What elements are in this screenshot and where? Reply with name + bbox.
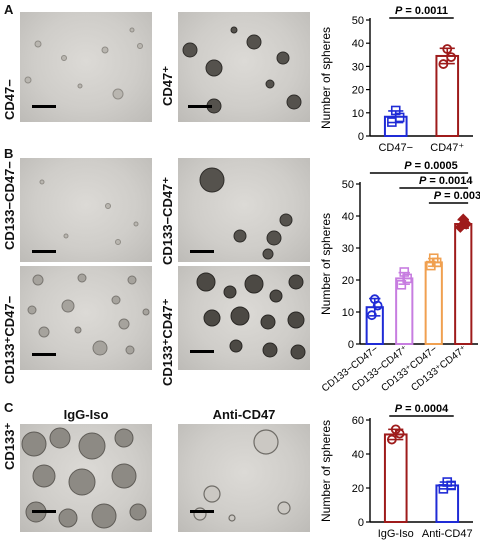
scale-bar	[32, 105, 56, 108]
x-tick-label: Anti-CD47	[422, 528, 473, 540]
y-tick-label: 40	[352, 38, 364, 50]
panel-label-b: B	[4, 146, 14, 161]
image-label-cd133-pos-cd47-pos: CD133⁺CD47⁺	[160, 298, 175, 386]
y-tick-label: 0	[348, 339, 354, 351]
spheres-drawing	[196, 272, 306, 360]
chart-panel-a: 0 10 20 30 40 50 Number of spheres CD47− CD47⁺ P …	[319, 5, 473, 154]
image-label-cd133-neg-cd47-neg: CD133−CD47−	[2, 161, 17, 250]
micrograph-cd133-pos-cd47-pos	[178, 266, 310, 370]
data-point	[386, 434, 397, 445]
image-label-cd47-pos: CD47⁺	[160, 65, 175, 106]
scale-bar	[32, 250, 56, 253]
y-axis-label: Number of spheres	[319, 27, 333, 129]
image-label-cd133-neg-cd47-pos: CD133−CD47⁺	[160, 176, 175, 265]
image-label-cd133-pos-cd47-neg: CD133⁺CD47−	[2, 295, 17, 384]
chart-panel-c: 0 20 40 60 Number of spheres IgG-Iso Anti-CD47…	[319, 403, 473, 540]
y-axis-label: Number of spheres	[319, 213, 333, 315]
y-axis-label: Number of spheres	[319, 420, 333, 522]
data-point	[399, 267, 410, 277]
data-point	[428, 253, 439, 264]
bar	[424, 261, 443, 345]
image-title-igg-iso: IgG-Iso	[63, 407, 109, 422]
scale-bar	[190, 250, 214, 253]
image-title-anti-cd47: Anti-CD47	[212, 407, 276, 422]
scale-bar	[32, 510, 56, 513]
panel-label-a: A	[4, 2, 14, 17]
y-tick-label: 40	[352, 449, 364, 461]
micrograph-cd47-pos	[178, 12, 310, 122]
data-point	[396, 280, 407, 290]
p-value-label: P = 0.0011	[395, 5, 448, 17]
data-point	[457, 213, 469, 225]
y-tick-label: 0	[358, 517, 364, 529]
bar	[435, 54, 460, 137]
data-point	[442, 44, 453, 54]
x-tick-label: CD47−	[378, 142, 413, 154]
y-tick-label: 50	[352, 15, 364, 27]
data-point	[366, 310, 377, 321]
data-point	[446, 52, 457, 63]
spheres-drawing	[21, 427, 147, 529]
y-tick-label: 50	[342, 179, 354, 191]
panel-label-c: C	[4, 400, 14, 415]
scale-bar	[188, 105, 212, 108]
micrograph-igg-iso	[20, 424, 152, 532]
micrograph-cd133-neg-cd47-pos	[178, 158, 310, 262]
y-tick-label: 30	[352, 61, 364, 73]
cells-drawing	[39, 179, 139, 245]
micrograph-anti-cd47	[178, 424, 310, 532]
y-tick-label: 10	[352, 108, 364, 120]
data-point	[369, 294, 380, 305]
image-label-cd133-pos: CD133⁺	[2, 422, 17, 470]
bar	[454, 223, 473, 345]
y-tick-label: 10	[342, 307, 354, 319]
y-tick-label: 30	[342, 243, 354, 255]
y-tick-label: 0	[358, 131, 364, 143]
y-tick-label: 20	[352, 483, 364, 495]
scale-bar	[32, 353, 56, 356]
p-value-label: P = 0.0014	[419, 175, 473, 187]
y-tick-label: 40	[342, 211, 354, 223]
y-tick-label: 20	[352, 85, 364, 97]
data-point	[402, 273, 412, 284]
spheres-drawing	[182, 26, 302, 114]
scale-bar	[190, 510, 214, 513]
data-point	[442, 477, 453, 487]
cells-drawing	[24, 27, 143, 100]
micrograph-cd47-neg	[20, 12, 152, 122]
x-tick-label: IgG-Iso	[378, 528, 414, 540]
p-value-label: P = 0.0005	[404, 160, 458, 172]
spheres-drawing	[193, 429, 291, 522]
y-tick-label: 60	[352, 415, 364, 427]
bar	[383, 433, 408, 524]
image-label-cd47-neg: CD47−	[2, 79, 17, 120]
cells-drawing	[27, 273, 150, 356]
data-point	[390, 424, 401, 435]
micrograph-cd133-pos-cd47-neg	[20, 266, 152, 370]
data-point	[390, 105, 401, 116]
x-tick-label: CD47⁺	[430, 142, 464, 154]
scale-bar	[190, 350, 214, 353]
micrograph-cd133-neg-cd47-neg	[20, 158, 152, 262]
spheres-drawing	[199, 167, 293, 260]
p-value-label: P = 0.0031	[434, 190, 480, 202]
data-point	[438, 59, 449, 69]
y-tick-label: 20	[342, 275, 354, 287]
p-value-label: P = 0.0004	[395, 403, 449, 415]
